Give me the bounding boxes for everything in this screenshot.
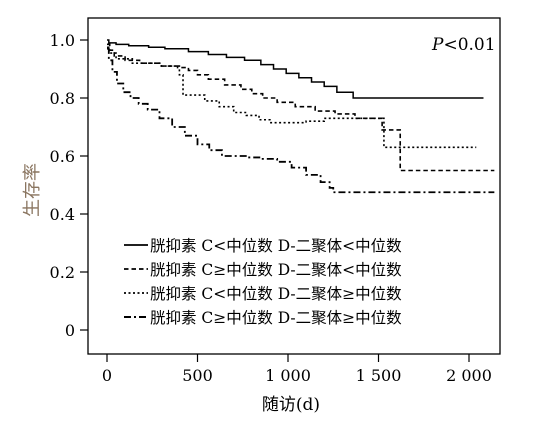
- series-lines: [107, 39, 495, 194]
- series-line-3: [107, 46, 477, 149]
- y-ticks: 0 0.2 0.4 0.6 0.8 1.0 生存率: [22, 31, 88, 340]
- plot-frame: [87, 17, 501, 355]
- x-ticks: 0 500 1 000 1 500 2 000: [102, 354, 492, 385]
- x-tick-label: 0: [102, 366, 112, 385]
- y-tick-label: 1.0: [50, 31, 75, 50]
- p-value-text: <0.01: [443, 35, 495, 55]
- series-line-1: [107, 39, 484, 99]
- x-tick-label: 1 000: [265, 366, 311, 385]
- y-tick-label: 0: [65, 321, 75, 340]
- x-tick-label: 2 000: [446, 366, 492, 385]
- p-value-annotation: P<0.01: [431, 35, 496, 55]
- series-line-4: [107, 47, 495, 194]
- y-tick-label: 0.2: [50, 263, 75, 282]
- axes-group: [87, 17, 501, 355]
- x-tick-label: 1 500: [356, 366, 402, 385]
- legend-label-1: 胱抑素 C<中位数 D-二聚体<中位数: [150, 237, 402, 255]
- legend-label-2: 胱抑素 C≥中位数 D-二聚体<中位数: [150, 261, 402, 279]
- legend-label-3: 胱抑素 C<中位数 D-二聚体≥中位数: [150, 285, 402, 303]
- series-line-2: [107, 43, 495, 172]
- y-tick-label: 0.6: [50, 147, 75, 166]
- y-tick-label: 0.8: [50, 89, 75, 108]
- p-value-symbol: P: [431, 35, 444, 55]
- legend-label-4: 胱抑素 C≥中位数 D-二聚体≥中位数: [150, 309, 402, 327]
- y-axis-label: 生存率: [22, 163, 43, 217]
- x-tick-label: 500: [182, 366, 213, 385]
- x-axis-label: 随访(d): [262, 395, 320, 415]
- y-tick-label: 0.4: [50, 205, 75, 224]
